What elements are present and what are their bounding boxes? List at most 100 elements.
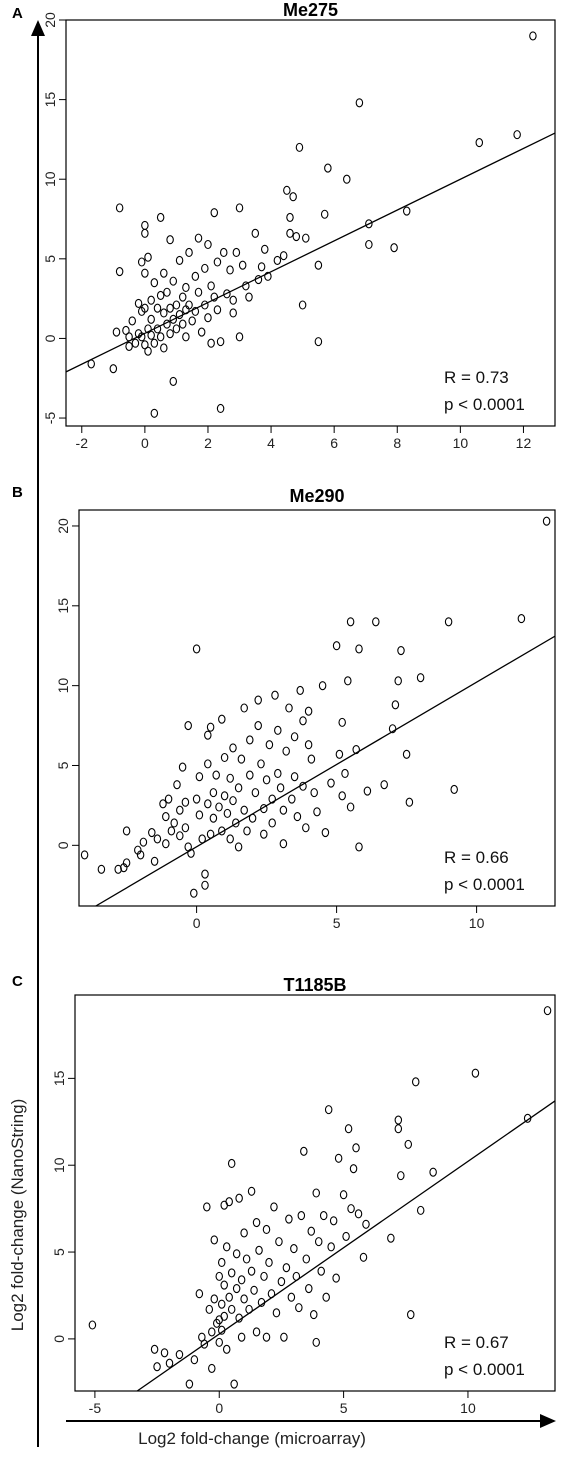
panel-c-data-point	[222, 1344, 231, 1354]
panel-b-data-point	[187, 848, 195, 858]
panel-a-data-point	[141, 303, 149, 313]
panel-b-data-point	[164, 794, 173, 804]
panel-a-data-point	[166, 329, 174, 339]
panel-c-data-point	[270, 1202, 278, 1212]
panel-b-data-point	[444, 617, 453, 627]
panel-b-data-point	[139, 837, 148, 847]
panel-c-data-point	[217, 1257, 226, 1268]
panel-c-data-point	[250, 1285, 258, 1295]
panel-b-data-point	[226, 834, 234, 844]
panel-a-data-point	[147, 314, 155, 324]
panel-b-data-point	[260, 804, 268, 814]
panel-b-data-point	[338, 791, 346, 801]
panel-a-data-point	[160, 268, 168, 278]
panel-a-plot-frame	[65, 19, 556, 427]
panel-b-data-point	[341, 768, 349, 779]
panel-c-data-point	[237, 1332, 246, 1342]
panel-a-data-point	[213, 305, 222, 315]
panel-c-data-point	[235, 1193, 243, 1203]
panel-c-data-point	[230, 1379, 238, 1389]
panel-b-plot-area	[80, 516, 555, 906]
panel-a-r-value: R = 0.73	[444, 368, 509, 387]
panel-a-data-point	[137, 257, 146, 267]
panel-b-data-point	[206, 722, 215, 732]
panel-c-data-point	[225, 1197, 233, 1207]
panel-c-data-point	[247, 1266, 256, 1276]
panel-b-data-point	[237, 754, 246, 764]
panel-b-data-point	[296, 685, 304, 695]
panel-b-data-point	[293, 812, 302, 822]
panel-b-data-point	[162, 839, 170, 849]
panel-c-data-point	[260, 1271, 268, 1281]
panel-b-data-point	[302, 823, 310, 833]
panel-c-data-point	[287, 1292, 296, 1302]
panel-c-data-point	[329, 1216, 338, 1226]
panel-c-data-point	[312, 1337, 320, 1347]
panel-c-data-point	[302, 1254, 311, 1264]
panel-c-data-point	[352, 1143, 360, 1153]
panel-b-data-point	[195, 772, 204, 782]
panel-b-data-point	[226, 773, 234, 783]
panel-a-data-point	[289, 192, 297, 202]
panel-a-data-point	[223, 289, 231, 299]
panel-a-data-point	[188, 316, 196, 326]
panel-c-title: T1185B	[283, 975, 346, 995]
panel-a-p-value: p < 0.0001	[444, 395, 525, 414]
panel-b-data-point	[122, 826, 131, 836]
panel-b-data-point	[304, 706, 313, 716]
panel-b-data-point	[304, 740, 313, 750]
panel-c-data-point	[285, 1214, 293, 1224]
panel-c-data-point	[210, 1294, 219, 1304]
panel-c-data-point	[240, 1294, 248, 1304]
panel-b-p-value: p < 0.0001	[444, 875, 525, 894]
panel-c-data-point	[324, 1105, 333, 1115]
panel-b-data-point	[517, 614, 526, 624]
panel-b-data-point	[234, 842, 243, 852]
panel-b-data-point	[268, 818, 276, 828]
panel-a-y-tick-label: 20	[42, 12, 58, 28]
panel-b-data-point	[290, 772, 299, 782]
panel-c-data-point	[215, 1337, 223, 1347]
panel-b-data-point	[232, 818, 240, 828]
panel-a-data-point	[216, 403, 225, 414]
panel-a-data-point	[172, 300, 181, 310]
panel-a-data-point	[166, 303, 174, 313]
panel-a-x-tick-label: 6	[330, 435, 338, 451]
panel-b-y-tick-label: 15	[55, 598, 71, 614]
panel-a-data-point	[324, 163, 332, 173]
panel-a-x-tick-label: 12	[516, 435, 532, 451]
panel-c-data-point	[262, 1224, 271, 1235]
panel-a-data-point	[355, 98, 364, 108]
panel-a-data-point	[207, 281, 215, 291]
panel-b-data-point	[355, 842, 363, 852]
panel-a-data-point	[147, 330, 155, 340]
panel-c-data-point	[255, 1245, 263, 1255]
panel-c-data-point	[237, 1275, 246, 1285]
panel-a-y-tick-label: 10	[42, 171, 58, 187]
panel-a-letter: A	[12, 5, 23, 22]
panel-a-data-point	[232, 247, 241, 258]
panel-a-data-point	[238, 260, 247, 270]
panel-c: C T1185B -5 0 5 10 0 5 10 15 R = 0.67 p < 0.0001	[12, 973, 556, 1416]
panel-c-data-point	[150, 1344, 159, 1354]
panel-c-data-point	[307, 1226, 316, 1236]
panel-c-data-point	[297, 1211, 306, 1221]
panel-b-data-point	[346, 617, 355, 627]
panel-c-data-point	[88, 1320, 97, 1330]
panel-b-data-point	[299, 781, 307, 791]
panel-a-data-point	[201, 263, 209, 273]
panel-c-data-point	[339, 1190, 348, 1200]
panel-c-x-tick-label: -5	[89, 1400, 102, 1416]
panel-b-data-point	[391, 700, 400, 710]
panel-b-data-point	[355, 644, 363, 654]
panel-a-data-point	[229, 308, 237, 318]
panel-b-data-point	[148, 827, 156, 838]
panel-b-data-point	[352, 744, 360, 755]
panel-c-data-point	[165, 1358, 174, 1368]
panel-b-data-point	[212, 770, 220, 780]
panel-a-data-point	[245, 292, 253, 302]
panel-a-data-point	[144, 252, 152, 262]
panel-b-data-point	[195, 810, 204, 820]
panel-b-data-point	[344, 676, 352, 686]
panel-b-data-point	[122, 858, 131, 868]
